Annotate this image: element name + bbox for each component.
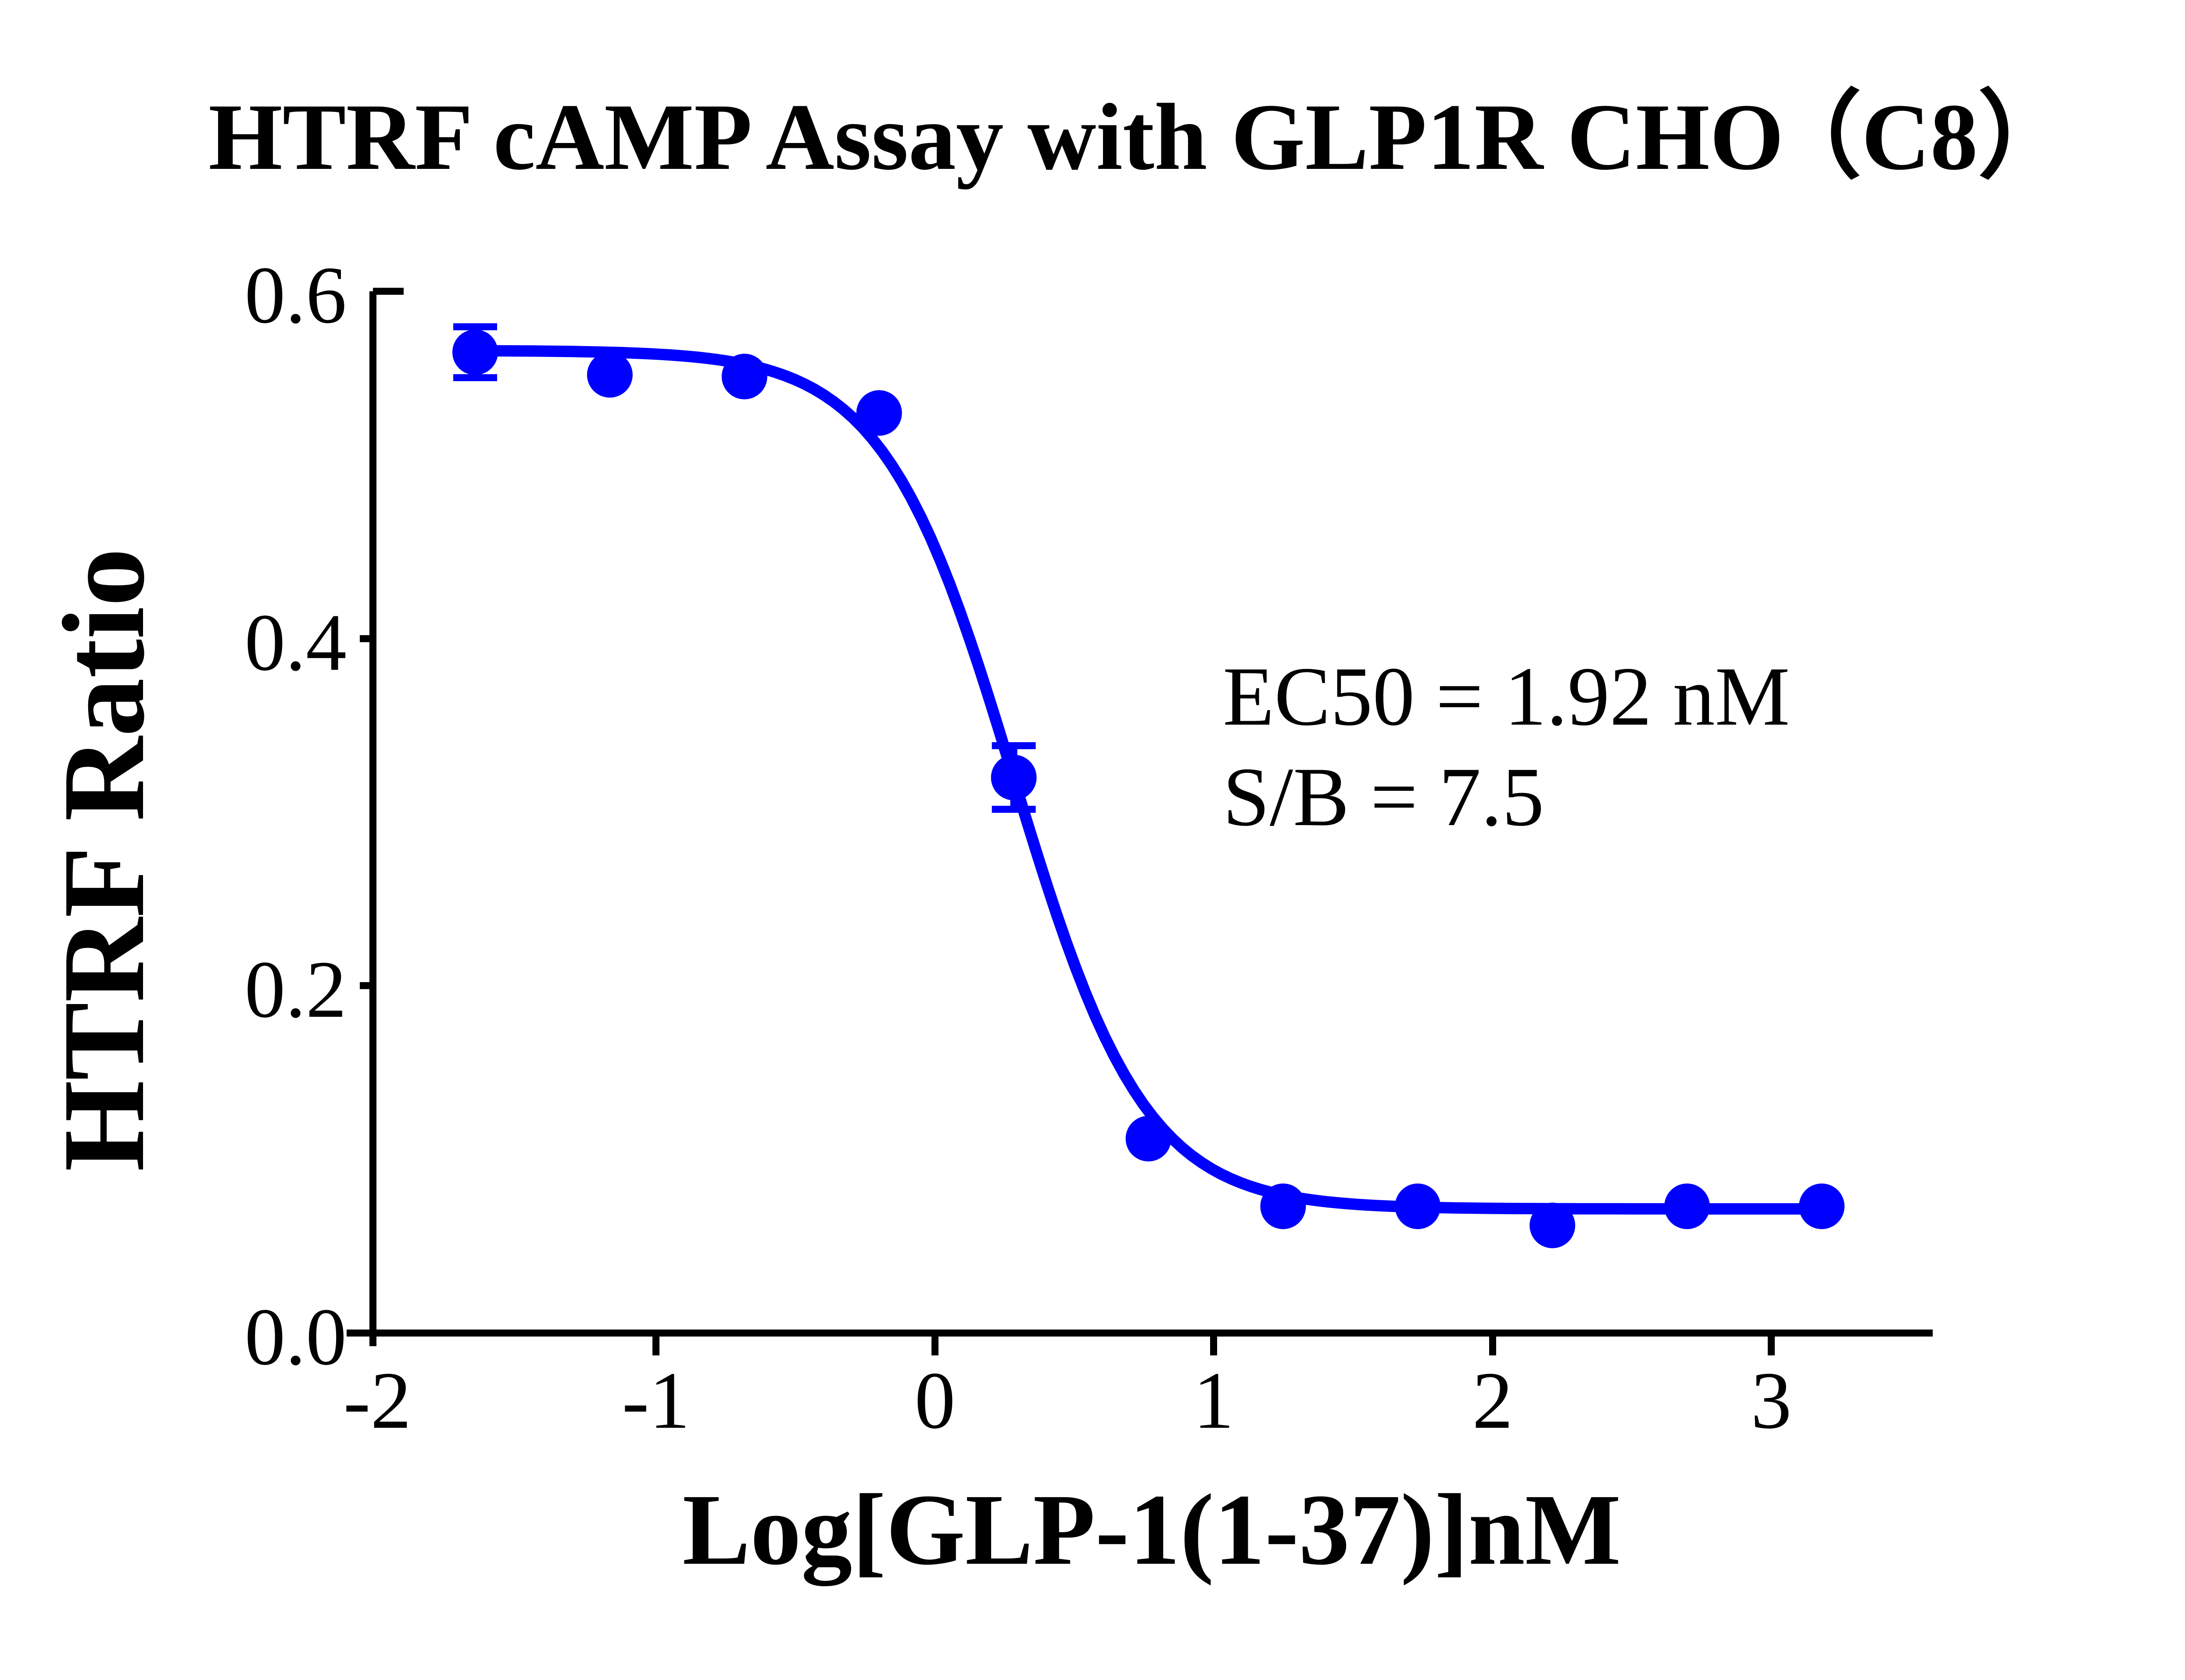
svg-text:Log[GLP-1(1-37)]nM: Log[GLP-1(1-37)]nM <box>682 1473 1621 1586</box>
svg-text:0: 0 <box>915 1355 956 1446</box>
svg-text:0.4: 0.4 <box>245 597 347 688</box>
svg-text:-1: -1 <box>622 1355 690 1446</box>
svg-text:HTRF Ratio: HTRF Ratio <box>39 548 168 1171</box>
svg-text:2: 2 <box>1472 1355 1513 1446</box>
svg-text:0.0: 0.0 <box>245 1292 347 1382</box>
svg-text:0.2: 0.2 <box>245 944 347 1035</box>
svg-text:3: 3 <box>1751 1355 1792 1446</box>
svg-text:0.6: 0.6 <box>245 250 347 340</box>
svg-text:EC50 = 1.92 nM: EC50 = 1.92 nM <box>1223 650 1790 743</box>
svg-text:HTRF cAMP Assay with GLP1R CHO: HTRF cAMP Assay with GLP1R CHO（C8） <box>208 84 2073 189</box>
svg-text:-2: -2 <box>344 1355 412 1446</box>
svg-text:1: 1 <box>1193 1355 1234 1446</box>
svg-text:S/B = 7.5: S/B = 7.5 <box>1223 750 1544 844</box>
